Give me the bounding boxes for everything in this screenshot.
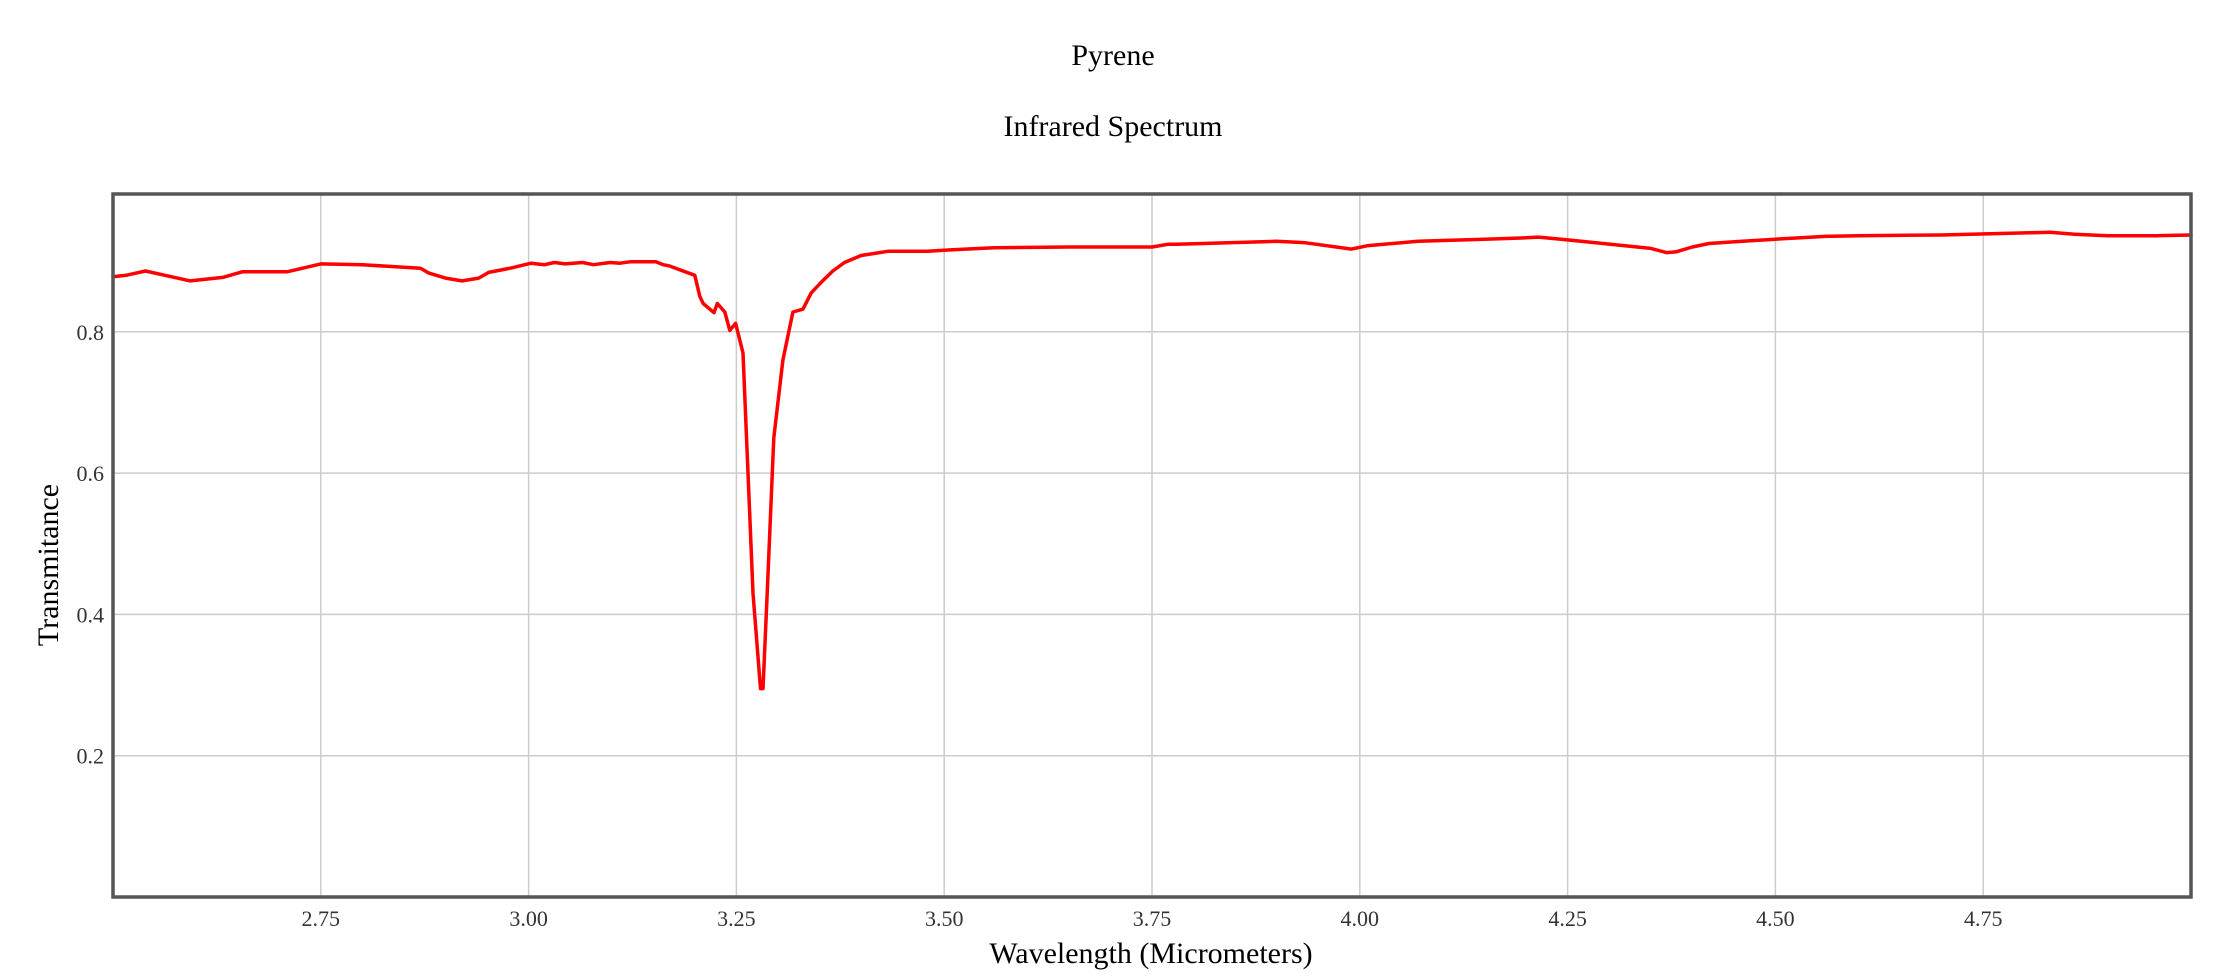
x-axis-ticks: 2.75 3.00 3.25 3.50 3.75 4.00 4.25 4.50 4.75 [302, 906, 2003, 931]
x-tick-label: 4.75 [1964, 906, 2003, 931]
x-tick-label: 3.75 [1133, 906, 1172, 931]
series-layer [111, 230, 2193, 691]
transmittance-line [111, 230, 2193, 691]
grid-lines [113, 194, 2191, 897]
chart-title: Pyrene [1071, 39, 1154, 72]
chart-subtitle: Infrared Spectrum [1003, 110, 1222, 143]
y-tick-label: 0.6 [77, 461, 105, 486]
x-tick-label: 2.75 [302, 906, 341, 931]
y-axis-ticks: 0.2 0.4 0.6 0.8 [77, 320, 105, 769]
y-axis-label: Transmitance [32, 484, 65, 646]
x-tick-label: 3.00 [509, 906, 548, 931]
plot-frame [111, 192, 2193, 899]
x-tick-label: 4.00 [1341, 906, 1380, 931]
x-tick-label: 3.50 [925, 906, 964, 931]
x-tick-label: 4.50 [1756, 906, 1795, 931]
y-tick-label: 0.2 [77, 744, 105, 769]
x-axis-label: Wavelength (Micrometers) [989, 937, 1312, 970]
y-tick-label: 0.8 [77, 320, 105, 345]
x-tick-label: 4.25 [1548, 906, 1587, 931]
y-tick-label: 0.4 [77, 602, 105, 627]
x-tick-label: 3.25 [717, 906, 756, 931]
